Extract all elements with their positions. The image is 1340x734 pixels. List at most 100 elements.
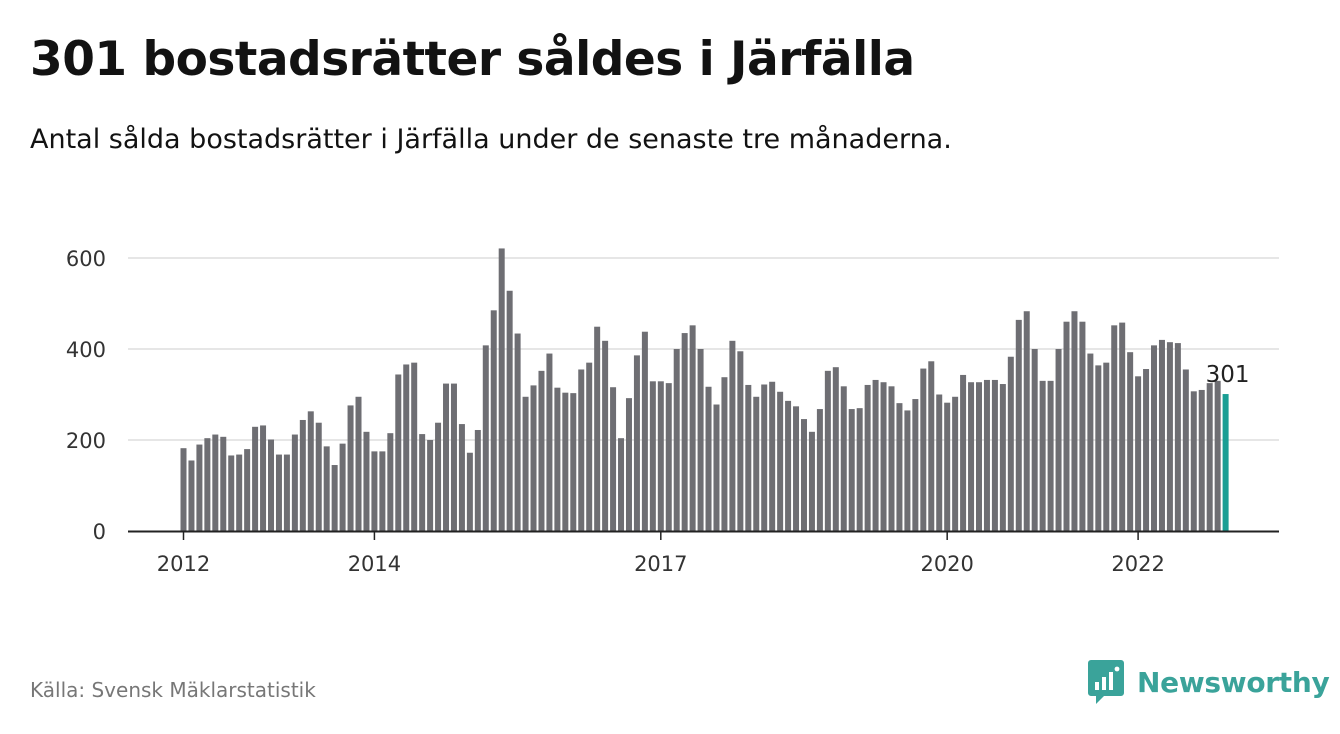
bar (880, 382, 887, 531)
bar (610, 387, 617, 531)
bar (228, 455, 235, 531)
bar (1023, 311, 1030, 531)
bar (1190, 391, 1197, 531)
bar (252, 426, 259, 531)
bar (562, 392, 569, 531)
bar (554, 387, 561, 531)
bar (1214, 380, 1221, 531)
bar (1135, 376, 1142, 531)
bar (482, 345, 489, 531)
bar (474, 429, 481, 531)
bar (411, 362, 418, 531)
bar (1039, 380, 1046, 531)
bar (1087, 353, 1094, 531)
bar (379, 451, 386, 531)
bar (1015, 319, 1022, 531)
brand-name: Newsworthy (1137, 665, 1330, 699)
bar (212, 434, 219, 531)
bar (888, 386, 895, 531)
bar (1143, 369, 1150, 531)
bar (920, 368, 927, 531)
bar (1206, 383, 1213, 531)
bar (769, 381, 776, 531)
bar (1127, 352, 1134, 531)
bar (1079, 321, 1086, 531)
y-tick-label: 200 (66, 429, 106, 453)
bar (220, 436, 227, 531)
bar (745, 384, 752, 531)
y-tick-label: 400 (66, 338, 106, 362)
bar (713, 404, 720, 531)
bar (586, 362, 593, 531)
bar (260, 425, 267, 531)
bar (538, 370, 545, 531)
bar (331, 465, 338, 531)
bar (729, 340, 736, 531)
bar (944, 402, 951, 531)
bar (625, 398, 632, 531)
bar-chart: 0 200 400 600 2012 2014 2017 2020 2022 301 (66, 247, 1279, 576)
bar (968, 382, 975, 531)
bar (952, 396, 959, 531)
bar (387, 433, 394, 531)
bar (856, 408, 863, 531)
bar (546, 353, 553, 531)
value-annotation: 301 (1206, 362, 1250, 388)
x-tick-label: 2022 (1111, 552, 1164, 576)
bar (665, 383, 672, 531)
bar (824, 370, 831, 531)
bar (1182, 369, 1189, 531)
bar (602, 340, 609, 531)
bar (1103, 362, 1110, 531)
bar (1119, 322, 1126, 531)
bar (299, 419, 306, 531)
bar (347, 405, 354, 531)
bar (466, 452, 473, 531)
bar (180, 448, 187, 531)
bar (275, 454, 282, 531)
bar (522, 396, 529, 531)
newsworthy-brand[interactable]: Newsworthy (1088, 660, 1330, 704)
bar (649, 381, 656, 531)
bar (236, 454, 243, 531)
bar (1095, 365, 1102, 531)
y-axis-ticks: 0 200 400 600 (66, 247, 106, 544)
bar (904, 410, 911, 531)
bar (800, 419, 807, 531)
bar (1031, 349, 1038, 531)
bar (196, 444, 203, 531)
bar (530, 385, 537, 531)
bar (1007, 356, 1014, 531)
bar (458, 424, 465, 531)
x-tick-label: 2014 (348, 552, 401, 576)
bar (435, 422, 442, 531)
x-axis-ticks: 2012 2014 2017 2020 2022 (157, 531, 1165, 576)
bar (896, 403, 903, 531)
bar (848, 409, 855, 531)
bar (657, 381, 664, 531)
bar (999, 384, 1006, 531)
bar (371, 451, 378, 531)
bar (339, 443, 346, 531)
bar (1166, 342, 1173, 531)
bar (761, 384, 768, 531)
bar (1071, 311, 1078, 531)
bar (291, 434, 298, 531)
bar (1055, 349, 1062, 531)
annotations: 301 (1206, 362, 1250, 388)
bar (514, 333, 521, 531)
bar (323, 446, 330, 531)
bar (1198, 389, 1205, 531)
source-note: Källa: Svensk Mäklarstatistik (30, 678, 316, 702)
bar (395, 374, 402, 531)
bar (594, 326, 601, 531)
bar (419, 434, 426, 531)
bar (912, 399, 919, 531)
bar (268, 439, 275, 531)
bar (1151, 345, 1158, 531)
bar (697, 349, 704, 531)
bar (450, 383, 457, 531)
bar (832, 367, 839, 531)
bar (872, 379, 879, 531)
bar (753, 396, 760, 531)
